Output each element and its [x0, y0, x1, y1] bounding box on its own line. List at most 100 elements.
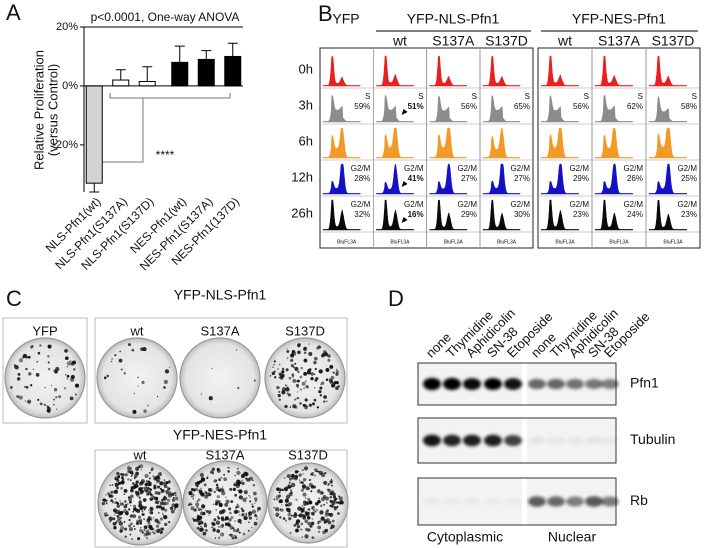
colony [230, 516, 234, 520]
colony [174, 508, 176, 511]
colony [163, 479, 166, 481]
colony [39, 344, 42, 347]
colony [127, 470, 130, 474]
colony [334, 509, 336, 511]
colony [127, 478, 130, 481]
colony [243, 490, 248, 495]
colony [35, 373, 40, 377]
band [601, 379, 619, 389]
colony [217, 536, 221, 540]
colony [277, 368, 279, 370]
colony [123, 372, 126, 375]
colony [256, 510, 259, 512]
colony [109, 484, 111, 487]
panel-label: C [6, 286, 22, 311]
colony [238, 483, 240, 485]
colony [303, 358, 308, 363]
plate [96, 337, 178, 419]
fraction-label: Nuclear [548, 529, 597, 545]
colony [317, 520, 320, 523]
colony [173, 491, 177, 495]
colony [307, 521, 312, 526]
colony [18, 395, 23, 400]
row-label: 6h [299, 133, 313, 148]
colony [156, 504, 159, 507]
phase-label: S [584, 92, 589, 101]
phase-percent: 28% [354, 174, 370, 183]
phase-percent: 32% [354, 210, 370, 219]
colony [307, 508, 311, 511]
colony [155, 501, 159, 505]
bar [171, 61, 189, 87]
colony [269, 374, 272, 377]
plate-label: wt [130, 323, 144, 338]
histogram [376, 199, 414, 231]
colony [242, 497, 247, 502]
phase-percent: 27% [514, 174, 530, 183]
colony [24, 400, 26, 402]
bar [85, 85, 103, 184]
colony [149, 481, 152, 484]
colony [305, 486, 310, 491]
colony [137, 515, 142, 519]
histogram [482, 94, 521, 123]
colony [143, 486, 146, 490]
colony [323, 503, 326, 506]
colony [169, 506, 174, 511]
colony [310, 376, 314, 381]
colony [242, 532, 246, 536]
band [585, 378, 603, 390]
histogram [540, 55, 580, 87]
colony [275, 512, 280, 517]
colony [50, 384, 53, 387]
colony [314, 474, 317, 477]
colony [139, 528, 143, 533]
colony [249, 496, 251, 498]
colony [293, 524, 297, 527]
colony [224, 522, 229, 526]
band [443, 497, 461, 505]
colony [166, 498, 171, 503]
colony [132, 485, 136, 490]
band [547, 436, 565, 445]
colony [145, 486, 148, 489]
colony [220, 476, 223, 479]
group-label: YFP-NLS-Pfn1 [174, 287, 267, 303]
colony [43, 403, 46, 406]
plate-label: YFP [32, 323, 57, 338]
colony [253, 379, 256, 382]
colony [228, 507, 232, 511]
band [601, 496, 619, 507]
colony [322, 353, 325, 356]
colony [134, 483, 138, 487]
colony [149, 497, 154, 501]
colony [276, 386, 280, 390]
colony [287, 512, 292, 517]
histogram [540, 127, 580, 159]
colony [147, 517, 151, 521]
colony [110, 499, 114, 503]
colony [318, 520, 322, 523]
column-header: S137A [598, 33, 641, 49]
colony [116, 478, 120, 482]
colony [168, 521, 171, 524]
colony [196, 506, 199, 509]
colony [311, 505, 315, 510]
colony [140, 479, 145, 484]
colony [137, 376, 139, 379]
colony [278, 491, 281, 494]
colony [335, 372, 339, 376]
colony [132, 510, 135, 513]
colony [119, 529, 123, 533]
colony [296, 379, 300, 383]
arrowhead [401, 109, 408, 115]
colony [252, 491, 257, 496]
colony [274, 376, 277, 379]
histogram [322, 163, 361, 195]
colony [305, 405, 308, 408]
colony [216, 486, 219, 489]
phase-label: G2/M [623, 164, 643, 173]
colony [295, 470, 299, 474]
colony [225, 496, 227, 498]
colony [207, 510, 212, 515]
